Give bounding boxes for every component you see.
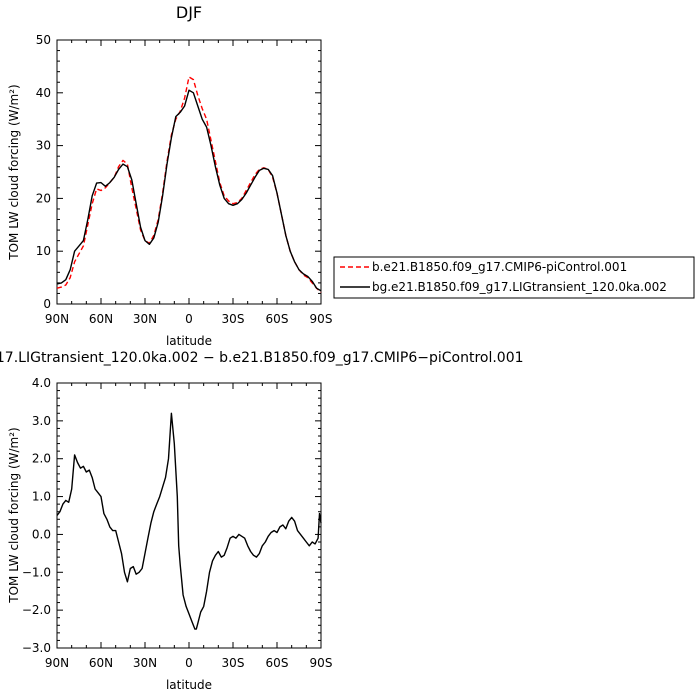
x-tick-label: 30S bbox=[222, 656, 245, 670]
bottom-chart: bg.e21.B1850.f09_g17.LIGtransient_120.0k… bbox=[0, 350, 524, 692]
legend-label-LIGtransient: bg.e21.B1850.f09_g17.LIGtransient_120.0k… bbox=[372, 280, 667, 294]
y-tick-label: 2.0 bbox=[32, 452, 51, 466]
top-chart-title: DJF bbox=[176, 3, 202, 22]
x-tick-label: 90S bbox=[310, 312, 333, 326]
bottom-chart-title: bg.e21.B1850.f09_g17.LIGtransient_120.0k… bbox=[0, 350, 524, 366]
x-tick-label: 90N bbox=[45, 312, 69, 326]
x-tick-label: 60N bbox=[89, 312, 113, 326]
x-tick-label: 30N bbox=[133, 656, 157, 670]
top-series bbox=[56, 76, 322, 293]
bottom-y-axis-label: TOM LW cloud forcing (W/m²) bbox=[7, 427, 21, 604]
bottom-x-axis-label: latitude bbox=[166, 678, 212, 692]
y-tick-label: −1.0 bbox=[22, 565, 51, 579]
x-tick-label: 0 bbox=[185, 312, 193, 326]
x-tick-label: 90N bbox=[45, 656, 69, 670]
x-tick-label: 90S bbox=[310, 656, 333, 670]
x-tick-label: 60N bbox=[89, 656, 113, 670]
x-tick-label: 30S bbox=[222, 312, 245, 326]
legend-label-piControl: b.e21.B1850.f09_g17.CMIP6-piControl.001 bbox=[372, 260, 627, 274]
y-tick-label: 50 bbox=[36, 33, 51, 47]
y-tick-label: −2.0 bbox=[22, 603, 51, 617]
top-chart: DJF 90N 60N 30N 0 30S 60S 90S 0 10 20 30 40 50 lati… bbox=[7, 3, 332, 348]
y-tick-label: 4.0 bbox=[32, 376, 51, 390]
x-tick-label: 30N bbox=[133, 312, 157, 326]
x-tick-label: 0 bbox=[185, 656, 193, 670]
x-tick-label: 60S bbox=[266, 312, 289, 326]
bottom-plot-frame bbox=[56, 382, 322, 649]
y-tick-label: 30 bbox=[36, 139, 51, 153]
top-y-axis-label: TOM LW cloud forcing (W/m²) bbox=[7, 84, 21, 261]
y-tick-label: 3.0 bbox=[32, 414, 51, 428]
bottom-x-ticks: 90N 60N 30N 0 30S 60S 90S bbox=[45, 383, 333, 670]
series-line-0-1 bbox=[56, 89, 322, 292]
series-line-1-0 bbox=[56, 412, 322, 630]
y-tick-label: 40 bbox=[36, 86, 51, 100]
y-tick-label: −3.0 bbox=[22, 641, 51, 655]
y-tick-label: 10 bbox=[36, 244, 51, 258]
legend-box bbox=[333, 256, 695, 299]
y-tick-label: 1.0 bbox=[32, 490, 51, 504]
top-y-ticks: 0 10 20 30 40 50 bbox=[36, 33, 321, 311]
top-x-axis-label: latitude bbox=[166, 334, 212, 348]
y-tick-label: 20 bbox=[36, 191, 51, 205]
legend: b.e21.B1850.f09_g17.CMIP6-piControl.001 … bbox=[333, 256, 695, 299]
y-tick-label: 0 bbox=[43, 297, 51, 311]
y-tick-label: 0.0 bbox=[32, 527, 51, 541]
top-x-ticks: 90N 60N 30N 0 30S 60S 90S bbox=[45, 40, 333, 326]
bottom-series bbox=[56, 412, 322, 630]
x-tick-label: 60S bbox=[266, 656, 289, 670]
